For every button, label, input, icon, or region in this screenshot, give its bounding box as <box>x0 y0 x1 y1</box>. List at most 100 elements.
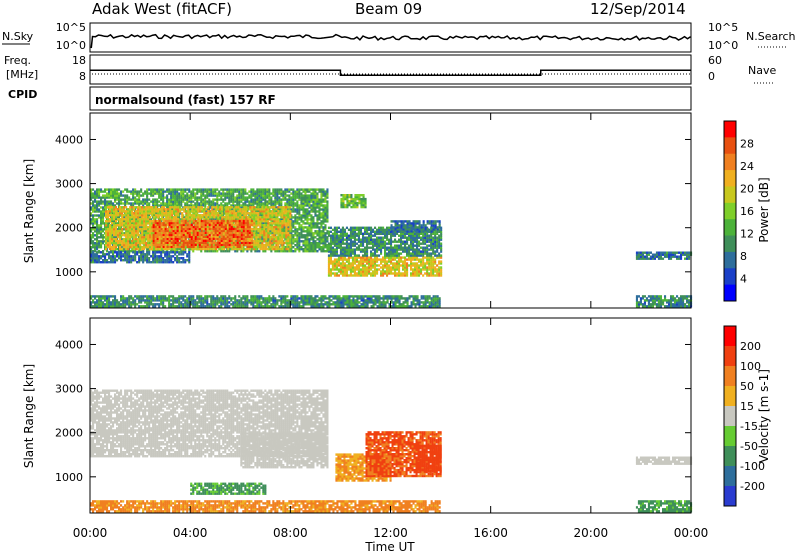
data-cell <box>113 238 115 240</box>
data-cell <box>109 218 111 220</box>
noise-left-tick-high: 10^5 <box>56 21 86 34</box>
data-cell <box>224 188 226 190</box>
data-cell <box>147 206 149 208</box>
data-cell <box>310 188 312 190</box>
data-cell <box>144 190 146 192</box>
data-cell <box>235 206 237 208</box>
data-cell <box>242 188 244 190</box>
data-cell <box>207 206 209 208</box>
data-cell <box>141 246 143 248</box>
data-cell <box>117 218 119 220</box>
data-cell <box>300 240 302 242</box>
data-cell <box>237 206 239 208</box>
data-cell <box>163 228 165 230</box>
data-cell <box>136 198 138 200</box>
data-cell <box>287 232 289 234</box>
data-cell <box>288 194 290 196</box>
frequency-left-tick-low: 8 <box>79 70 86 83</box>
data-cell <box>286 194 288 196</box>
data-cell <box>134 188 136 190</box>
data-cell <box>105 228 107 230</box>
data-cell <box>224 192 226 194</box>
data-cell <box>318 222 320 224</box>
data-cell <box>222 188 224 190</box>
data-cell <box>100 206 102 208</box>
data-cell <box>261 240 263 242</box>
data-cell <box>322 198 324 200</box>
data-cell <box>185 206 187 208</box>
data-cell <box>104 188 106 190</box>
data-cell <box>102 200 104 202</box>
data-cell <box>300 188 302 190</box>
frequency-label-line1: Freq. <box>4 54 31 67</box>
data-cell <box>277 210 279 212</box>
data-cell <box>234 250 236 252</box>
data-cell <box>133 206 135 208</box>
data-cell <box>174 188 176 190</box>
data-cell <box>238 188 240 190</box>
data-cell <box>306 188 308 190</box>
data-cell <box>269 210 271 212</box>
data-cell <box>177 220 179 222</box>
data-cell <box>294 190 296 192</box>
data-cell <box>190 190 192 192</box>
data-cell <box>320 208 322 210</box>
data-cell <box>247 208 249 210</box>
data-cell <box>326 188 328 190</box>
nave-label: Nave <box>748 64 776 77</box>
data-cell <box>116 202 118 204</box>
data-cell <box>98 188 100 190</box>
data-cell <box>202 198 204 200</box>
data-cell <box>267 206 269 208</box>
data-cell <box>94 234 96 236</box>
noise-right-tick-high: 10^5 <box>708 21 738 34</box>
data-cell <box>122 202 124 204</box>
data-cell <box>219 206 221 208</box>
data-cell <box>98 208 100 210</box>
data-cell <box>181 208 183 210</box>
data-cell <box>122 194 124 196</box>
data-cell <box>216 192 218 194</box>
data-cell <box>243 248 245 250</box>
data-cell <box>222 250 224 252</box>
data-cell <box>179 242 181 244</box>
data-cell <box>306 194 308 196</box>
data-cell <box>159 244 161 246</box>
data-cell <box>113 206 115 208</box>
data-cell <box>275 236 277 238</box>
data-cell <box>138 190 140 192</box>
data-cell <box>143 232 145 234</box>
data-cell <box>282 190 284 192</box>
data-cell <box>209 210 211 212</box>
data-cell <box>98 214 100 216</box>
data-cell <box>285 206 287 208</box>
data-cell <box>105 220 107 222</box>
data-cell <box>218 190 220 192</box>
data-cell <box>128 196 130 198</box>
data-cell <box>249 206 251 208</box>
data-cell <box>119 230 121 232</box>
data-cell <box>193 206 195 208</box>
data-cell <box>320 220 322 222</box>
data-cell <box>283 232 285 234</box>
data-cell <box>246 196 248 198</box>
cpid-panel: CPID normalsound (fast) 157 RF <box>8 87 691 110</box>
data-cell <box>100 210 102 212</box>
data-cell <box>109 206 111 208</box>
data-cell <box>199 206 201 208</box>
data-cell <box>316 230 318 232</box>
data-cell <box>176 188 178 190</box>
data-cell <box>281 220 283 222</box>
data-cell <box>112 202 114 204</box>
data-cell <box>184 194 186 196</box>
data-cell <box>122 198 124 200</box>
data-cell <box>155 220 157 222</box>
data-cell <box>169 206 171 208</box>
data-cell <box>279 248 281 250</box>
data-cell <box>265 224 267 226</box>
data-cell <box>178 192 180 194</box>
data-cell <box>179 232 181 234</box>
data-cell <box>94 204 96 206</box>
data-cell <box>292 234 294 236</box>
data-cell <box>117 208 119 210</box>
